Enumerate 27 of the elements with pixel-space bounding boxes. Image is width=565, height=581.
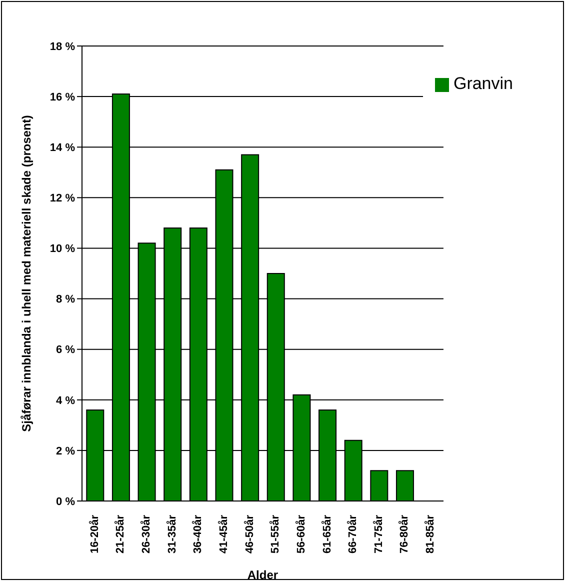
x-tick-label: 66-70år: [346, 514, 360, 554]
x-tick-label: 56-60år: [294, 514, 308, 554]
y-tick-label: 6 %: [56, 344, 76, 356]
y-tick-label: 0 %: [56, 496, 76, 508]
y-tick-label: 16 %: [50, 91, 76, 104]
x-tick-label: 76-80år: [398, 514, 411, 554]
y-tick-label: 2 %: [56, 445, 76, 458]
y-tick-label: 10 %: [50, 243, 76, 256]
y-tick-label: 12 %: [50, 192, 76, 205]
x-tick-label: 81-85år: [424, 514, 437, 554]
x-axis-title: Alder: [247, 568, 278, 581]
y-axis-title: Sjåførar innblanda i uhell med materiell skade (prosent): [19, 115, 34, 432]
x-tick-label: 51-55år: [268, 514, 282, 554]
legend-label: Granvin: [453, 74, 513, 93]
x-tick-label: 46-50år: [242, 514, 256, 554]
x-tick-label: 71-75år: [372, 514, 385, 554]
x-tick-label: 36-40år: [191, 514, 204, 554]
y-tick-label: 4 %: [56, 394, 76, 407]
y-tick-label: 18 %: [50, 40, 76, 53]
x-tick-label: 41-45år: [217, 514, 230, 554]
x-tick-label: 16-20år: [88, 514, 101, 554]
x-tick-label: 61-65år: [320, 514, 334, 554]
y-tick-label: 8 %: [56, 294, 76, 306]
x-tick-label: 21-25år: [114, 514, 127, 554]
y-tick-label: 14 %: [50, 142, 76, 154]
x-tick-label: 26-30år: [140, 514, 153, 554]
x-tick-label: 31-35år: [165, 514, 178, 554]
